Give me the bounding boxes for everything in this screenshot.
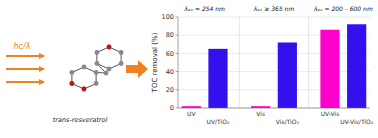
grid-line	[178, 71, 370, 72]
group-label: λₑₓ⁣ = 200 – 600 nm	[313, 5, 373, 12]
ring-bond	[72, 67, 96, 89]
y-tick-label: 40	[166, 68, 174, 76]
y-tick	[176, 17, 179, 18]
annotation: trans-resveratrol	[53, 116, 108, 124]
carbon-atom	[104, 71, 109, 76]
x-tick-label: UV	[187, 110, 196, 117]
molecule	[69, 45, 123, 92]
carbon-atom	[94, 81, 99, 86]
light-arrow	[6, 68, 44, 70]
x-tick-label: UV/TiO₂	[207, 118, 230, 125]
grid-line	[178, 108, 370, 109]
y-tick	[176, 89, 179, 90]
carbon-atom	[82, 65, 87, 70]
bar	[320, 30, 339, 108]
light-arrow	[6, 55, 44, 57]
carbon-atom	[94, 50, 99, 55]
group-divider	[239, 17, 240, 108]
carbon-atom	[119, 61, 124, 66]
y-tick-label: 100	[162, 13, 174, 21]
y-tick	[176, 108, 179, 109]
y-tick	[176, 71, 179, 72]
bar	[347, 24, 366, 108]
annotation: hc/λ	[14, 42, 31, 51]
grid-line	[178, 17, 370, 18]
x-axis	[178, 108, 370, 109]
oxygen-atom	[69, 81, 74, 86]
oxygen-atom	[82, 87, 87, 92]
carbon-atom	[94, 70, 99, 75]
y-tick	[176, 35, 179, 36]
carbon-atom	[69, 70, 74, 75]
x-tick-label: Vis	[256, 110, 265, 117]
figure: hc/λ trans-resveratrol 0 20 40 60 80 100 UV UV/Ti…	[0, 0, 378, 138]
process-arrow	[126, 60, 148, 78]
y-tick-label: 60	[166, 50, 174, 58]
carbon-atom	[94, 61, 99, 66]
ring-bond	[97, 47, 121, 69]
bar-chart: 0 20 40 60 80 100 UV UV/TiO₂ Vis Vis/TiO₂ UV-VisUV…	[151, 5, 374, 125]
light-arrow	[6, 81, 44, 83]
bar	[278, 42, 297, 108]
bar	[208, 49, 227, 108]
y-axis	[178, 17, 179, 108]
carbon-atom	[69, 81, 74, 86]
y-tick-label: 20	[166, 86, 174, 94]
illustration: hc/λ trans-resveratrol	[6, 42, 148, 124]
carbon-atom	[107, 67, 112, 72]
carbon-atom	[119, 50, 124, 55]
group-label: λₑₓ⁣ = 254 nm	[183, 5, 225, 12]
oxygen-atom	[107, 45, 112, 50]
y-tick-label: 80	[166, 31, 174, 39]
grid-line	[178, 53, 370, 54]
x-tick-label: UV-Vis/TiO₂	[340, 118, 374, 125]
group-label: λₑₓ⁣ ≥ 365 nm	[253, 5, 295, 12]
grid-line	[178, 35, 370, 36]
y-tick	[176, 53, 179, 54]
carbon-atom	[82, 87, 87, 92]
x-tick-label: UV-Vis	[321, 110, 340, 117]
carbon-atom	[107, 45, 112, 50]
grid-line	[178, 89, 370, 90]
group-divider	[308, 17, 309, 108]
y-tick-label: 0	[170, 104, 174, 112]
x-tick-label: Vis/TiO₂	[276, 118, 300, 125]
y-axis-label: TOC removal (%)	[151, 32, 159, 93]
bars	[182, 24, 367, 108]
